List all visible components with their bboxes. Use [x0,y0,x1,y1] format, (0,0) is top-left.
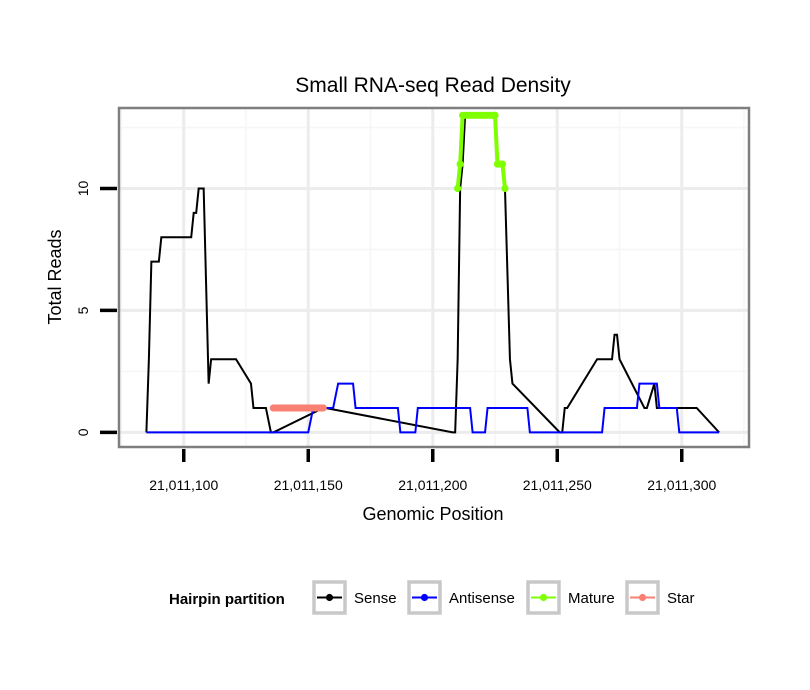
series-points [269,111,509,412]
plot-panel-border [117,106,751,449]
chart-title: Small RNA-seq Read Density [295,74,571,97]
x-tick-label: 21,011,250 [523,477,592,493]
legend-label-star: Star [667,590,695,607]
x-tick-label: 21,011,300 [647,477,716,493]
legend-key-point-antisense [420,593,429,602]
y-axis: 0 5 10 [75,180,117,436]
legend-key-point-sense [325,593,334,602]
y-tick-label: 5 [75,306,91,314]
legend-label-mature: Mature [568,590,615,607]
star-point [319,404,327,412]
sense-series-line [145,114,720,434]
y-tick-label: 10 [75,180,91,196]
x-tick-label: 21,011,100 [149,477,218,493]
mature-point [491,111,499,119]
legend-key-point-mature [539,593,548,602]
x-axis-label: Genomic Position [362,504,503,524]
legend: Hairpin partition Sense Antisense Mature St… [169,580,695,615]
x-tick-label: 21,011,150 [274,477,343,493]
x-axis: 21,011,100 21,011,150 21,011,200 21,011,250… [149,449,716,493]
legend-entries: Sense Antisense Mature Star [312,580,695,615]
legend-key-point-star [638,593,647,602]
y-tick-label: 0 [75,428,91,436]
legend-label-antisense: Antisense [449,590,515,607]
x-tick-label: 21,011,200 [398,477,467,493]
y-axis-label: Total Reads [45,229,65,324]
antisense-series-line [146,382,720,434]
legend-title: Hairpin partition [169,591,285,608]
legend-label-sense: Sense [354,590,397,607]
mature-point [501,184,509,193]
mature-point [498,160,507,168]
grid [119,108,749,447]
mature-point [456,160,464,168]
mature-point [454,184,462,193]
